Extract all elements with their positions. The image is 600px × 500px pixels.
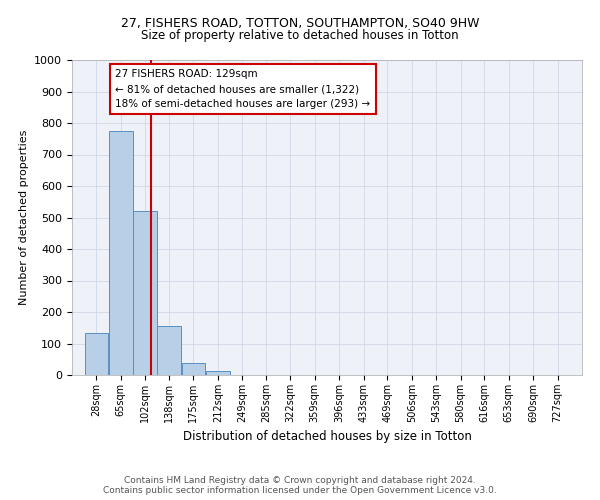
Text: 27 FISHERS ROAD: 129sqm
← 81% of detached houses are smaller (1,322)
18% of semi: 27 FISHERS ROAD: 129sqm ← 81% of detache… (115, 70, 370, 109)
Text: Contains public sector information licensed under the Open Government Licence v3: Contains public sector information licen… (103, 486, 497, 495)
X-axis label: Distribution of detached houses by size in Totton: Distribution of detached houses by size … (182, 430, 472, 444)
Text: 27, FISHERS ROAD, TOTTON, SOUTHAMPTON, SO40 9HW: 27, FISHERS ROAD, TOTTON, SOUTHAMPTON, S… (121, 18, 479, 30)
Bar (206, 371, 230, 375)
Bar (133, 211, 157, 375)
Bar (157, 326, 181, 375)
Bar (109, 131, 133, 375)
Y-axis label: Number of detached properties: Number of detached properties (19, 130, 29, 305)
Text: Size of property relative to detached houses in Totton: Size of property relative to detached ho… (141, 29, 459, 42)
Text: Contains HM Land Registry data © Crown copyright and database right 2024.: Contains HM Land Registry data © Crown c… (124, 476, 476, 485)
Bar (85, 333, 108, 375)
Bar (182, 364, 205, 375)
